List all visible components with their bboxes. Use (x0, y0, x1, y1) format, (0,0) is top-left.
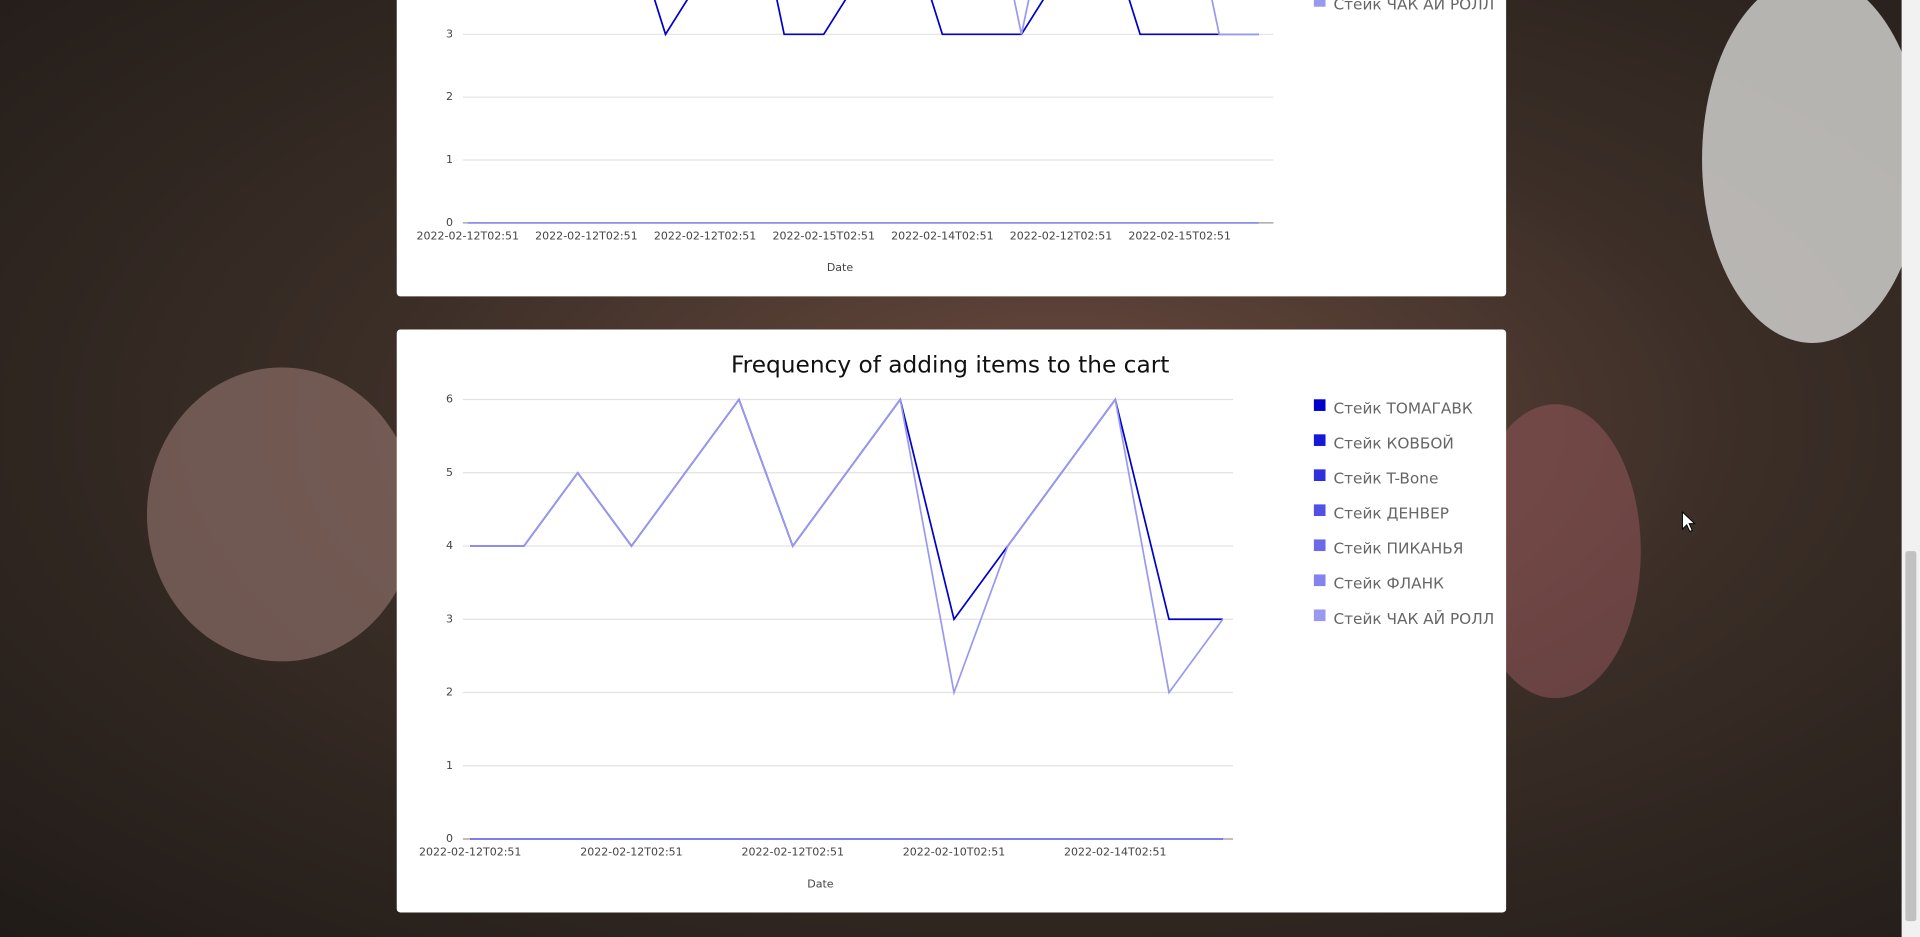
x-tick-label: 2022-02-14T02:51 (891, 229, 993, 242)
legend-label: Стейк КОВБОЙ (1333, 434, 1453, 453)
y-tick-label: 6 (446, 393, 453, 406)
y-tick-label: 0 (446, 832, 453, 845)
x-axis-label: Date (827, 261, 854, 274)
chart: 0 1 2 3 2022-02-12T02:51 2022-02-12T02:51 2022… (417, 0, 1494, 274)
legend-swatch (1313, 0, 1326, 7)
legend-label: Стейк ДЕНВЕР (1333, 505, 1449, 523)
x-tick-label: 2022-02-15T02:51 (1128, 229, 1230, 242)
x-tick-label: 2022-02-12T02:51 (580, 845, 682, 858)
legend-label: Стейк ЧАК АЙ РОЛЛ (1333, 0, 1494, 13)
x-tick-label: 2022-02-14T02:51 (1064, 845, 1166, 858)
x-tick-label: 2022-02-12T02:51 (535, 229, 637, 242)
chart: Frequency of adding items to the cart 0 1 2… (419, 352, 1494, 891)
legend-label: Стейк ПИКАНЬЯ (1333, 540, 1463, 558)
x-tick-label: 2022-02-15T02:51 (772, 229, 874, 242)
x-tick-label: 2022-02-12T02:51 (417, 229, 519, 242)
legend-swatch (1313, 609, 1326, 622)
x-tick-label: 2022-02-12T02:51 (1010, 229, 1112, 242)
legend-swatch (1313, 574, 1326, 587)
legend-swatch (1313, 399, 1326, 411)
steak (1469, 404, 1641, 699)
scrollbar-thumb[interactable] (1905, 551, 1917, 922)
x-tick-label: 2022-02-12T02:51 (419, 845, 521, 858)
legend-swatch (1313, 504, 1326, 517)
cup (1702, 0, 1920, 343)
cursor (1681, 510, 1696, 533)
legend-label: Стейк ЧАК АЙ РОЛЛ (1333, 609, 1494, 628)
y-tick-label: 0 (446, 216, 453, 229)
y-tick-label: 1 (446, 759, 453, 772)
y-tick-label: 2 (446, 90, 453, 103)
chart-card (396, 329, 1507, 913)
legend-label: Стейк T-Bone (1333, 470, 1438, 488)
legend-label: Стейк ФЛАНК (1333, 575, 1444, 593)
y-tick-label: 5 (446, 466, 453, 479)
legend-swatch (1313, 539, 1326, 552)
x-axis-label: Date (807, 877, 834, 890)
x-tick-label: 2022-02-12T02:51 (654, 229, 756, 242)
charts: 0 1 2 3 2022-02-12T02:51 2022-02-12T02:51 2022… (417, 0, 1494, 891)
data-line (470, 397, 1224, 696)
x-tick-label: 2022-02-12T02:51 (741, 845, 843, 858)
chart-card (396, 0, 1507, 297)
y-tick-label: 1 (446, 153, 453, 166)
y-tick-label: 3 (446, 612, 453, 625)
y-tick-label: 3 (446, 27, 453, 40)
legend-swatch (1313, 469, 1326, 481)
legend-swatch (1313, 434, 1326, 446)
x-tick-label: 2022-02-10T02:51 (903, 845, 1005, 858)
legend-label: Стейк ТОМАГАВК (1333, 400, 1472, 418)
y-tick-label: 4 (446, 539, 453, 552)
steak (146, 367, 417, 662)
chart-title: Frequency of adding items to the cart (731, 352, 1169, 379)
y-tick-label: 2 (446, 686, 453, 699)
